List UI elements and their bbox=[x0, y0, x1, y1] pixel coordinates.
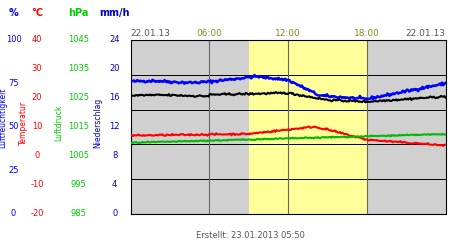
Text: Luftdruck: Luftdruck bbox=[54, 105, 63, 142]
Text: 06:00: 06:00 bbox=[196, 28, 222, 38]
Text: 20: 20 bbox=[109, 64, 120, 74]
Bar bbox=[248, 40, 367, 214]
Text: 10: 10 bbox=[32, 122, 42, 132]
Text: 0: 0 bbox=[34, 151, 40, 160]
Text: mm/h: mm/h bbox=[99, 8, 130, 18]
Text: -20: -20 bbox=[30, 209, 44, 218]
Text: 50: 50 bbox=[8, 122, 19, 132]
Text: 1035: 1035 bbox=[68, 64, 89, 74]
Text: %: % bbox=[9, 8, 18, 18]
Text: Erstellt: 23.01.2013 05:50: Erstellt: 23.01.2013 05:50 bbox=[196, 231, 305, 240]
Text: 75: 75 bbox=[8, 79, 19, 88]
Text: 8: 8 bbox=[112, 151, 117, 160]
Text: 25: 25 bbox=[8, 166, 19, 175]
Text: 0: 0 bbox=[11, 209, 16, 218]
Text: 100: 100 bbox=[5, 36, 22, 44]
Text: 22.01.13: 22.01.13 bbox=[405, 28, 446, 38]
Text: 16: 16 bbox=[109, 94, 120, 102]
Text: 4: 4 bbox=[112, 180, 117, 189]
Text: hPa: hPa bbox=[68, 8, 89, 18]
Text: 1005: 1005 bbox=[68, 151, 89, 160]
Text: 18:00: 18:00 bbox=[354, 28, 380, 38]
Text: 1045: 1045 bbox=[68, 36, 89, 44]
Text: 1015: 1015 bbox=[68, 122, 89, 132]
Text: 20: 20 bbox=[32, 94, 42, 102]
Text: 0: 0 bbox=[112, 209, 117, 218]
Text: Niederschlag: Niederschlag bbox=[94, 98, 103, 148]
Text: 12:00: 12:00 bbox=[275, 28, 301, 38]
Text: 30: 30 bbox=[32, 64, 42, 74]
Text: -10: -10 bbox=[30, 180, 44, 189]
Text: 985: 985 bbox=[71, 209, 87, 218]
Text: 22.01.13: 22.01.13 bbox=[130, 28, 171, 38]
Text: 1025: 1025 bbox=[68, 94, 89, 102]
Text: 12: 12 bbox=[109, 122, 120, 132]
Text: 40: 40 bbox=[32, 36, 42, 44]
Text: 995: 995 bbox=[71, 180, 86, 189]
Text: 24: 24 bbox=[109, 36, 120, 44]
Text: Luftfeuchtigkeit: Luftfeuchtigkeit bbox=[0, 88, 7, 148]
Text: °C: °C bbox=[31, 8, 43, 18]
Bar bbox=[130, 40, 446, 214]
Text: Temperatur: Temperatur bbox=[19, 101, 28, 145]
